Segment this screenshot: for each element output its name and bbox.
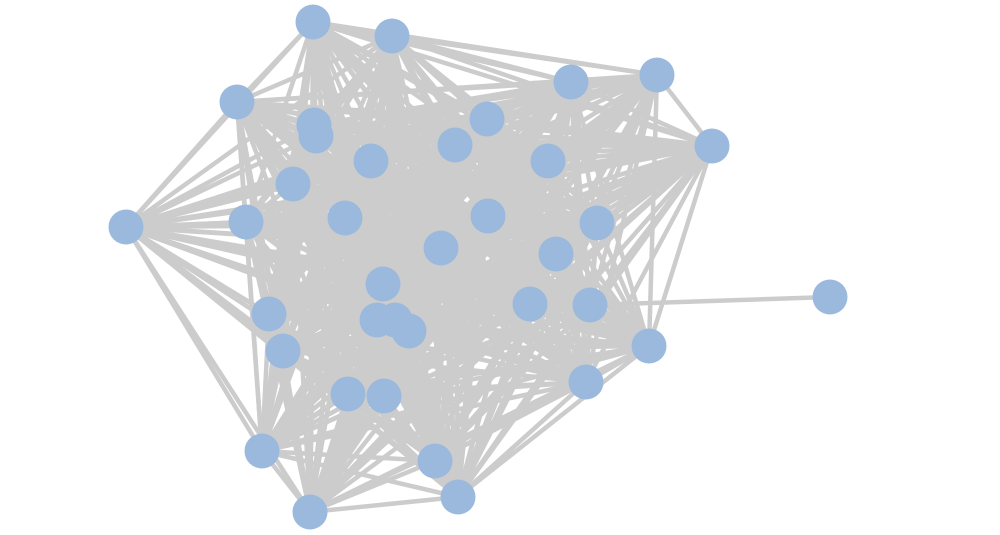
edge-28-32	[282, 348, 385, 399]
node-23[interactable]	[512, 286, 548, 322]
node-13[interactable]	[275, 166, 311, 202]
edge-2-3	[236, 33, 393, 105]
edge-2-5	[391, 33, 658, 78]
edge-17-19	[487, 213, 598, 226]
edge-21-22	[268, 281, 384, 317]
edge-28-29	[282, 343, 650, 354]
node-32[interactable]	[366, 378, 402, 414]
node-16[interactable]	[327, 200, 363, 236]
node-10[interactable]	[437, 127, 473, 163]
edge-33-35	[261, 448, 459, 500]
node-34[interactable]	[417, 443, 453, 479]
node-9[interactable]	[353, 143, 389, 179]
edge-28-36	[280, 350, 313, 513]
edge-18-19	[440, 220, 598, 251]
edge-15-33	[243, 221, 265, 452]
edge-29-35	[456, 344, 651, 499]
node-30[interactable]	[568, 364, 604, 400]
node-22[interactable]	[251, 296, 287, 332]
edge-3-14	[124, 100, 239, 229]
edge-27-29	[408, 328, 650, 349]
edge-21-24	[382, 281, 591, 308]
edge-16-22	[267, 216, 347, 316]
node-29[interactable]	[631, 328, 667, 364]
edge-20-22	[268, 251, 557, 317]
edge-22-33	[259, 313, 272, 452]
node-2[interactable]	[374, 18, 410, 54]
edge-30-32	[383, 379, 587, 399]
node-28[interactable]	[265, 333, 301, 369]
edge-12-13	[292, 158, 549, 187]
node-1[interactable]	[295, 4, 331, 40]
edge-30-35	[456, 380, 588, 499]
edge-31-35	[346, 392, 460, 499]
edge-33-34	[261, 448, 436, 464]
edge-8-14	[125, 133, 317, 230]
node-35[interactable]	[440, 479, 476, 515]
edge-8-11	[315, 116, 488, 139]
node-15[interactable]	[228, 204, 264, 240]
node-21[interactable]	[365, 266, 401, 302]
node-31[interactable]	[330, 376, 366, 412]
edge-29-32	[383, 343, 650, 399]
edge-13-14	[125, 181, 294, 230]
node-36[interactable]	[292, 494, 328, 530]
node-5[interactable]	[639, 57, 675, 93]
edge-37-24	[589, 294, 831, 308]
node-12[interactable]	[530, 143, 566, 179]
edge-6-11	[486, 116, 713, 149]
node-3[interactable]	[219, 84, 255, 120]
edge-2-4	[391, 33, 572, 85]
node-4[interactable]	[553, 64, 589, 100]
edge-29-33	[261, 343, 650, 454]
edge-27-30	[408, 328, 587, 385]
edge-3-11	[236, 99, 488, 122]
node-33[interactable]	[244, 433, 280, 469]
edge-30-33	[261, 379, 587, 454]
node-27[interactable]	[391, 313, 427, 349]
edge-6-29	[646, 145, 715, 347]
node-37[interactable]	[812, 279, 848, 315]
edge-16-33	[259, 217, 348, 452]
edge-12-29	[546, 159, 651, 348]
edge-19-29	[594, 222, 652, 347]
node-18[interactable]	[423, 230, 459, 266]
edge-18-22	[268, 245, 442, 317]
edge-14-36	[124, 225, 312, 514]
node-24[interactable]	[572, 287, 608, 323]
node-20[interactable]	[538, 236, 574, 272]
node-14[interactable]	[108, 209, 144, 245]
edge-13-19	[292, 181, 598, 226]
nodes-layer	[108, 4, 848, 530]
edge-30-36	[309, 379, 587, 515]
node-11[interactable]	[469, 101, 505, 137]
edge-35-36	[309, 494, 459, 515]
node-17[interactable]	[470, 198, 506, 234]
node-8[interactable]	[298, 118, 334, 154]
edge-34-36	[309, 458, 436, 515]
edge-32-33	[261, 393, 385, 454]
node-19[interactable]	[579, 205, 615, 241]
node-6[interactable]	[694, 128, 730, 164]
